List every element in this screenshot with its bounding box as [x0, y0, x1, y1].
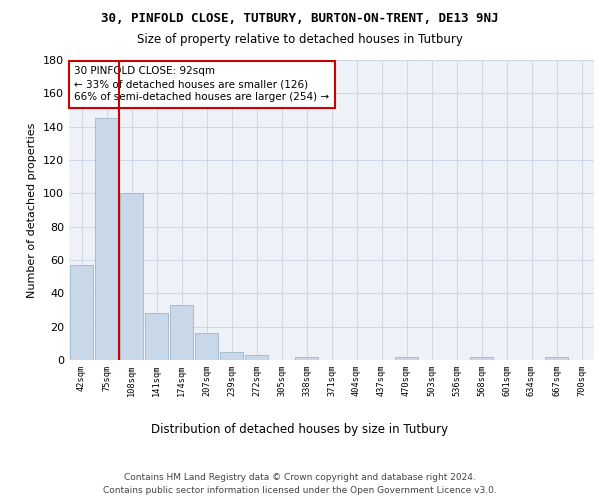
Bar	[195, 334, 218, 360]
Bar	[70, 265, 93, 360]
Bar	[120, 194, 143, 360]
Bar	[470, 356, 493, 360]
Bar	[170, 305, 193, 360]
Y-axis label: Number of detached properties: Number of detached properties	[28, 122, 37, 298]
Bar	[220, 352, 243, 360]
Bar	[545, 356, 568, 360]
Bar	[95, 118, 118, 360]
Bar	[295, 356, 318, 360]
Bar	[245, 355, 268, 360]
Text: Distribution of detached houses by size in Tutbury: Distribution of detached houses by size …	[151, 422, 449, 436]
Text: Contains HM Land Registry data © Crown copyright and database right 2024.
Contai: Contains HM Land Registry data © Crown c…	[103, 474, 497, 495]
Text: 30 PINFOLD CLOSE: 92sqm
← 33% of detached houses are smaller (126)
66% of semi-d: 30 PINFOLD CLOSE: 92sqm ← 33% of detache…	[74, 66, 329, 102]
Text: Size of property relative to detached houses in Tutbury: Size of property relative to detached ho…	[137, 32, 463, 46]
Text: 30, PINFOLD CLOSE, TUTBURY, BURTON-ON-TRENT, DE13 9NJ: 30, PINFOLD CLOSE, TUTBURY, BURTON-ON-TR…	[101, 12, 499, 26]
Bar	[395, 356, 418, 360]
Bar	[145, 314, 168, 360]
